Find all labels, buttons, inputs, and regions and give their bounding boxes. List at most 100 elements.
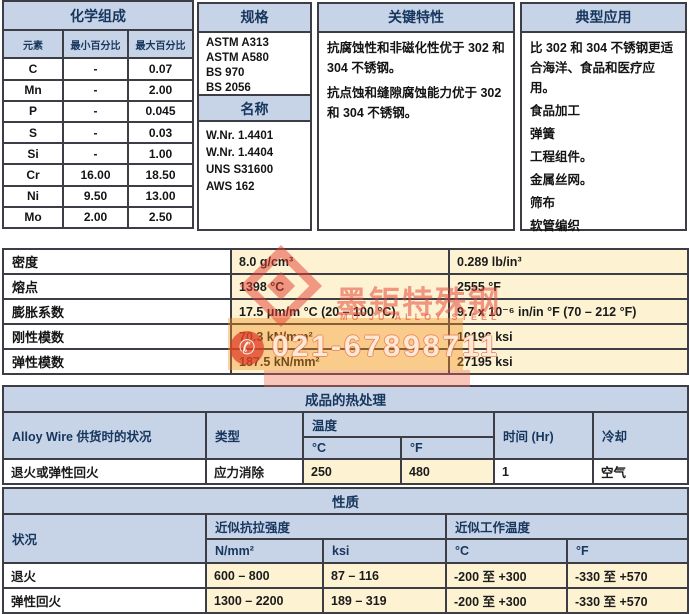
application-item: 工程组件。 — [530, 150, 593, 164]
column-header-fahrenheit: °F — [566, 538, 689, 564]
max-percent: 1.00 — [126, 142, 195, 166]
typical-applications-panel: 典型应用 比 302 和 304 不锈钢更适合海洋、食品和医疗应用。 食品加工 … — [520, 2, 687, 233]
table-row: S -0.03 — [2, 120, 195, 145]
typical-applications-title: 典型应用 — [522, 4, 685, 33]
cooling-value: 空气 — [592, 458, 689, 485]
element-symbol: Mn — [2, 78, 64, 102]
column-header-celsius: °C — [445, 538, 568, 564]
column-header-type: 类型 — [205, 411, 304, 460]
properties-title: 性质 — [2, 487, 689, 515]
min-percent: 2.00 — [62, 205, 129, 230]
table-row: P -0.045 — [2, 99, 195, 124]
typical-applications-list: 比 302 和 304 不锈钢更适合海洋、食品和医疗应用。 食品加工 弹簧 工程… — [522, 33, 685, 244]
time-value: 1 — [493, 458, 594, 485]
table-row: C -0.07 — [2, 57, 195, 81]
property-label: 熔点 — [2, 273, 232, 300]
property-label: 密度 — [2, 248, 232, 275]
application-item: 软管编织 — [530, 219, 581, 233]
temp-c-value: -200 至 +300 — [445, 562, 568, 589]
property-imperial-value: 27195 ksi — [448, 348, 689, 375]
element-symbol: Si — [2, 142, 64, 166]
application-item: 筛布 — [530, 196, 556, 210]
specifications-panel: 规格 ASTM A313 ASTM A580 BS 970 BS 2056 名称… — [197, 2, 312, 231]
condition-value: 退火或弹性回火 — [2, 458, 207, 485]
element-symbol: Ni — [2, 184, 64, 208]
table-row: 密度 8.0 g/cm³ 0.289 lb/in³ — [2, 248, 689, 275]
element-symbol: C — [2, 57, 64, 81]
property-label: 刚性模数 — [2, 323, 232, 350]
min-percent: - — [62, 57, 129, 81]
column-header-tensile-strength: 近似抗拉强度 — [205, 513, 447, 540]
min-percent: - — [62, 99, 129, 124]
condition-value: 退火 — [2, 562, 207, 589]
name-item: UNS S31600 — [206, 164, 274, 176]
spec-item: ASTM A313 — [206, 37, 269, 49]
table-row: 膨胀系数 17.5 μm/m °C (20 – 100 °C) 9.7 x 10… — [2, 298, 689, 325]
property-label: 弹性模数 — [2, 348, 232, 375]
application-item: 弹簧 — [530, 127, 556, 141]
column-header-nmm2: N/mm² — [205, 538, 324, 564]
temp-f-value: -330 至 +570 — [566, 562, 689, 589]
column-header-temperature: 温度 — [302, 411, 495, 438]
property-label: 膨胀系数 — [2, 298, 232, 325]
property-metric-value: 17.5 μm/m °C (20 – 100 °C) — [230, 298, 450, 325]
names-title: 名称 — [199, 94, 310, 122]
feature-paragraph: 抗腐蚀性和非磁化性优于 302 和 304 不锈钢。 — [327, 41, 505, 75]
property-imperial-value: 9.7 x 10⁻⁶ in/in °F (70 – 212 °F) — [448, 298, 689, 325]
max-percent: 18.50 — [126, 163, 195, 187]
application-item: 比 302 和 304 不锈钢更适合海洋、食品和医疗应用。 — [530, 41, 674, 95]
table-row: Si -1.00 — [2, 142, 195, 166]
tensile-ksi-value: 87 – 116 — [322, 562, 447, 589]
spec-item: ASTM A580 — [206, 52, 269, 64]
temp-f-value: -330 至 +570 — [566, 587, 689, 614]
table-row: Mn -2.00 — [2, 78, 195, 102]
property-imperial-value: 0.289 lb/in³ — [448, 248, 689, 275]
max-percent: 0.07 — [126, 57, 195, 81]
chemical-composition-title: 化学组成 — [1, 0, 195, 32]
specifications-title: 规格 — [199, 4, 310, 33]
column-header-fahrenheit: °F — [400, 436, 495, 460]
temp-f-value: 480 — [400, 458, 495, 485]
temp-c-value: 250 — [302, 458, 402, 485]
key-features-body: 抗腐蚀性和非磁化性优于 302 和 304 不锈钢。 抗点蚀和缝隙腐蚀能力优于 … — [319, 33, 513, 133]
min-percent: 16.00 — [62, 163, 129, 187]
column-header-time: 时间 (Hr) — [493, 411, 594, 460]
tensile-nmm2-value: 1300 – 2200 — [205, 587, 324, 614]
condition-value: 弹性回火 — [2, 587, 207, 614]
chemical-composition-table: 化学组成 元素 最小百分比 最大百分比 C -0.07 Mn -2.00 P -0.0… — [1, 0, 195, 230]
tensile-ksi-value: 189 – 319 — [322, 587, 447, 614]
max-percent: 0.03 — [126, 120, 195, 145]
temp-c-value: -200 至 +300 — [445, 587, 568, 614]
application-item: 食品加工 — [530, 104, 581, 118]
heat-treatment-title: 成品的热处理 — [2, 385, 689, 413]
table-row: 弹性模数 187.5 kN/mm² 27195 ksi — [2, 348, 689, 375]
property-imperial-value: 2555 °F — [448, 273, 689, 300]
spec-item: BS 970 — [206, 67, 245, 79]
column-header-cooling: 冷却 — [592, 411, 689, 460]
min-percent: - — [62, 142, 129, 166]
column-header-condition: 状况 — [2, 513, 207, 564]
property-imperial-value: 10196 ksi — [448, 323, 689, 350]
feature-paragraph: 抗点蚀和缝隙腐蚀能力优于 302 和 304 不锈钢。 — [327, 86, 502, 120]
table-row: 弹性回火 1300 – 2200 189 – 319 -200 至 +300 -… — [2, 587, 689, 614]
element-symbol: Cr — [2, 163, 64, 187]
column-header-element: 元素 — [2, 29, 64, 60]
table-row: 熔点 1398 °C 2555 °F — [2, 273, 689, 300]
column-header-celsius: °C — [302, 436, 402, 460]
max-percent: 2.00 — [126, 78, 195, 102]
element-symbol: P — [2, 99, 64, 124]
column-header-min-percent: 最小百分比 — [62, 29, 129, 60]
column-header-operating-temp: 近似工作温度 — [445, 513, 689, 540]
element-symbol: Mo — [2, 205, 64, 230]
table-row: Ni 9.50 13.00 — [2, 184, 195, 208]
property-metric-value: 8.0 g/cm³ — [230, 248, 450, 275]
properties-table: 性质 状况 近似抗拉强度 近似工作温度 N/mm² ksi °C °F 退火 6… — [2, 487, 689, 614]
table-row: 退火 600 – 800 87 – 116 -200 至 +300 -330 至… — [2, 562, 689, 589]
spec-item: BS 2056 — [206, 82, 251, 94]
name-item: W.Nr. 1.4404 — [206, 147, 274, 159]
table-row: 刚性模数 70.3 kN/mm² 10196 ksi — [2, 323, 689, 350]
max-percent: 13.00 — [126, 184, 195, 208]
element-symbol: S — [2, 120, 64, 145]
max-percent: 2.50 — [126, 205, 195, 230]
key-features-panel: 关键特性 抗腐蚀性和非磁化性优于 302 和 304 不锈钢。 抗点蚀和缝隙腐蚀… — [317, 2, 515, 231]
